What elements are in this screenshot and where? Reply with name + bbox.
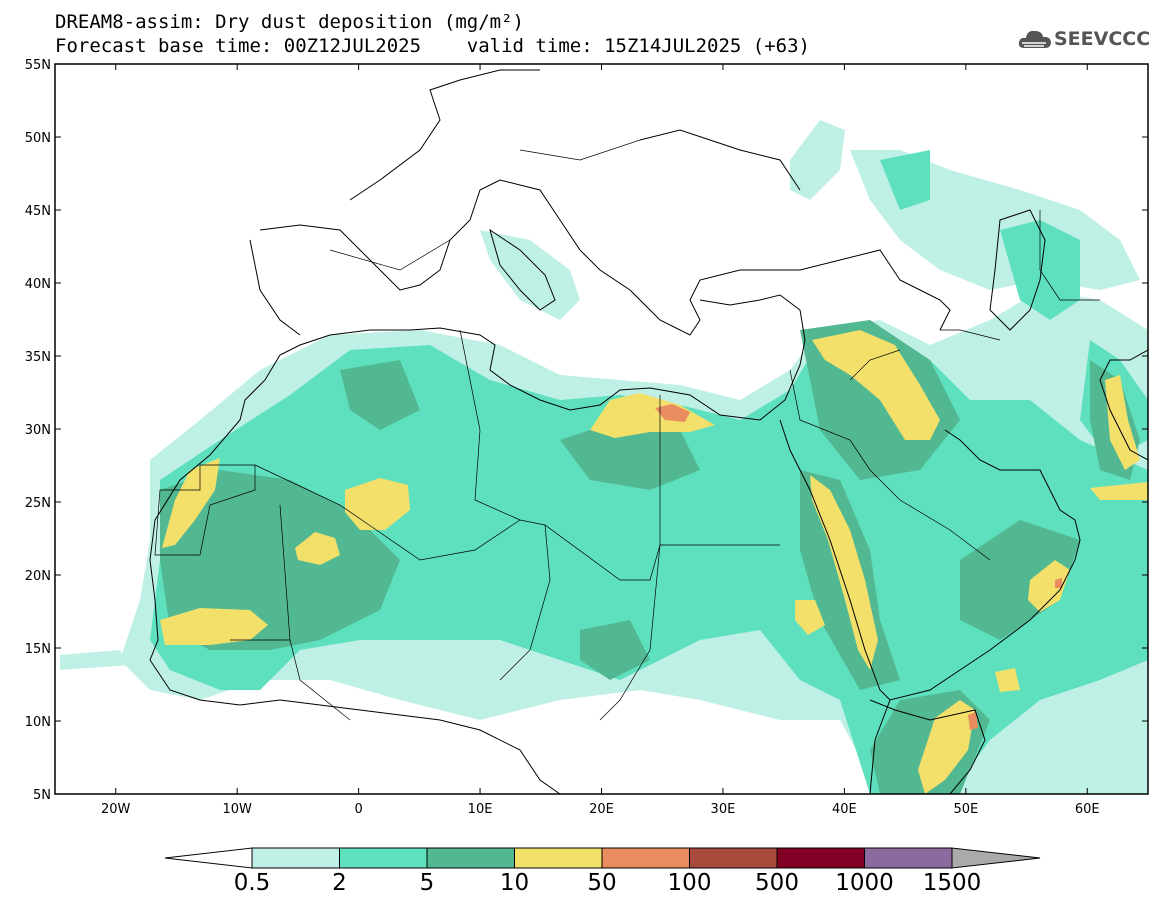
colorbar-level-label: 2 xyxy=(332,870,347,896)
colorbar-level-label: 1500 xyxy=(922,870,982,896)
longitude-labels: 20W 10W 0 10E 20E 30E 40E 50E 60E xyxy=(101,802,1100,817)
colorbar-level-label: 10 xyxy=(499,870,530,896)
colorbar-swatch xyxy=(776,847,865,869)
colorbar-swatch xyxy=(251,847,340,869)
dust-deposition-map: 55N 50N 45N 40N 35N 30N 25N 20N 15N 10N 5N 20W 10W 0… xyxy=(25,58,1149,817)
dust-level-10 xyxy=(160,330,1148,794)
lat-label: 35N xyxy=(25,350,51,365)
colorbar-level-label: 0.5 xyxy=(233,870,271,896)
colorbar-level-label: 50 xyxy=(587,870,617,896)
lon-label: 30E xyxy=(711,802,736,817)
map-title: DREAM8-assim: Dry dust deposition (mg/m²… xyxy=(55,11,524,33)
lat-label: 30N xyxy=(25,423,51,438)
colorbar-level-label: 500 xyxy=(755,870,799,896)
lon-label: 20W xyxy=(101,802,131,817)
lat-label: 5N xyxy=(33,788,51,803)
country-borders xyxy=(154,139,1100,721)
colorbar-low-arrow xyxy=(164,847,253,869)
colorbar-swatch xyxy=(689,847,778,869)
colorbar-level-label: 100 xyxy=(667,870,712,896)
colorbar-swatch xyxy=(339,847,428,869)
lon-label: 10E xyxy=(468,802,493,817)
lon-label: 50E xyxy=(953,802,978,817)
dust-level-50 xyxy=(655,404,1062,730)
forecast-time-line: Forecast base time: 00Z12JUL2025 valid t… xyxy=(55,35,810,57)
logo-text: SEEVCCC xyxy=(1054,28,1151,50)
lon-label: 10W xyxy=(222,802,252,817)
lat-label: 10N xyxy=(25,715,51,730)
lat-label: 50N xyxy=(25,131,51,146)
lat-label: 15N xyxy=(25,642,51,657)
colorbar-swatch xyxy=(426,847,515,869)
coastlines xyxy=(149,69,1148,794)
seevccc-logo: SEEVCCC xyxy=(1018,26,1158,56)
lat-label: 20N xyxy=(25,569,51,584)
colorbar-swatch xyxy=(864,847,953,869)
lat-label: 25N xyxy=(25,496,51,511)
colorbar-swatch xyxy=(601,847,690,869)
lon-label: 20E xyxy=(589,802,614,817)
lat-label: 45N xyxy=(25,204,51,219)
colorbar-swatches xyxy=(164,847,1041,869)
latitude-labels: 55N 50N 45N 40N 35N 30N 25N 20N 15N 10N 5N xyxy=(25,58,51,803)
colorbar-high-arrow xyxy=(951,847,1041,869)
colorbar-swatch xyxy=(514,847,603,869)
colorbar-level-label: 1000 xyxy=(835,870,894,896)
lat-label: 40N xyxy=(25,277,51,292)
colorbar-level-label: 5 xyxy=(419,870,435,896)
axis-ticks xyxy=(55,63,1148,795)
lon-label: 40E xyxy=(832,802,857,817)
dust-fields xyxy=(60,120,1148,794)
cloud-logo-icon xyxy=(1018,30,1051,48)
colorbar xyxy=(164,847,1041,869)
lon-label: 0 xyxy=(354,802,362,817)
lat-label: 55N xyxy=(25,58,51,73)
lon-label: 60E xyxy=(1075,802,1100,817)
